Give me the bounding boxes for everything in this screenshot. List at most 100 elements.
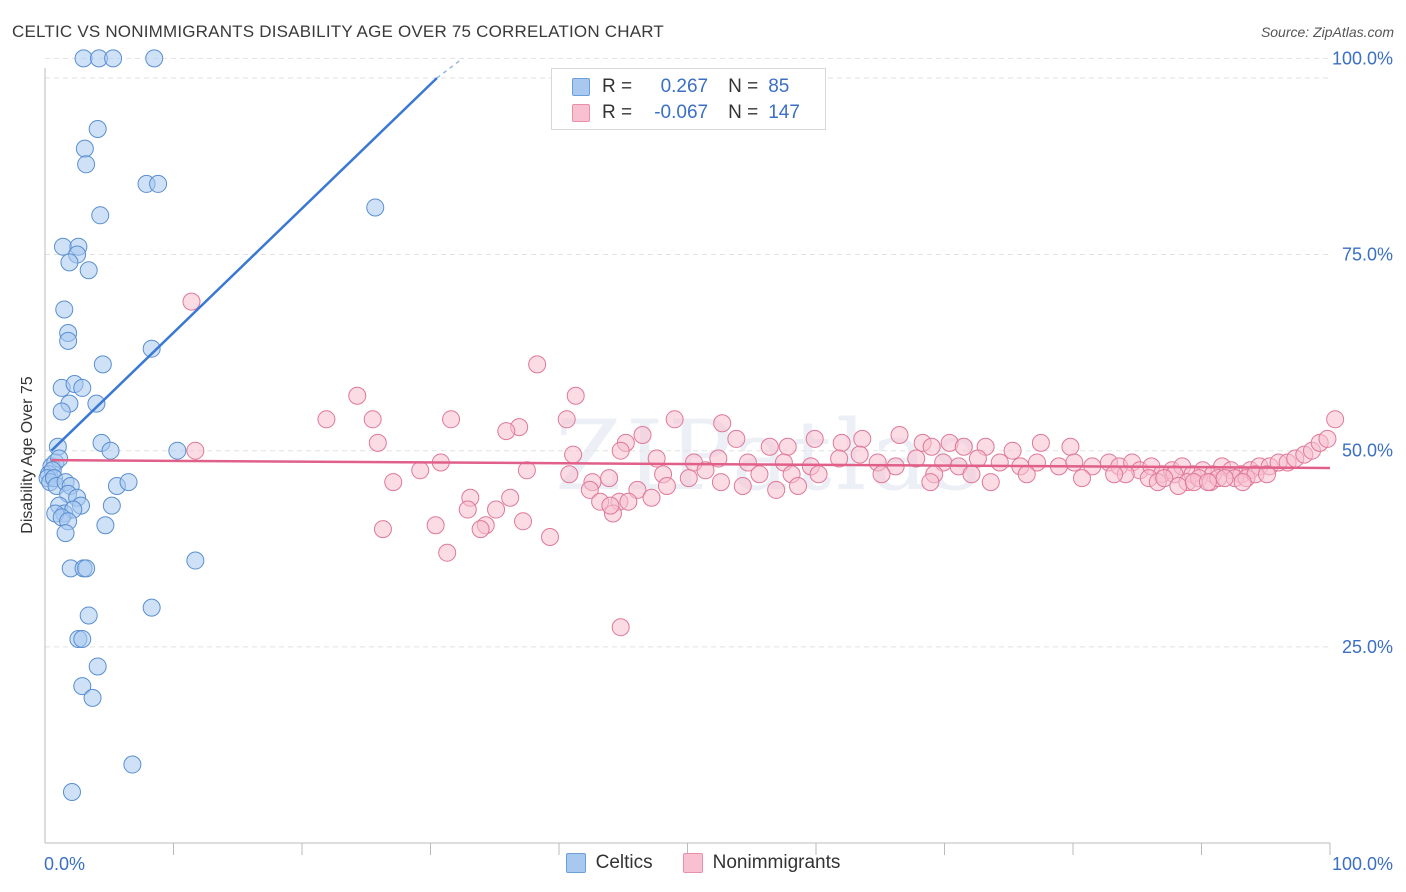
nonimmigrants-point [633,426,652,444]
celtics-trend-line [50,77,438,452]
r-label: R = [602,76,633,97]
celtics-point [93,355,112,374]
nonimmigrants-point [954,437,973,456]
nonimmigrants-point [317,410,336,429]
nonimmigrants-point [1326,410,1345,429]
nonimmigrants-point [922,437,941,456]
celtics-point [83,688,102,707]
grid [45,57,1330,648]
nonimmigrants-point [1258,465,1277,484]
y-tick-label: 50.0% [1342,441,1393,461]
celtics-point [88,657,107,676]
nonimmigrants-point [580,480,599,499]
nonimmigrants-point [767,480,786,499]
nonimmigrants-point [727,429,746,448]
nonimmigrants-point [471,520,490,539]
nonimmigrants-point [1072,469,1091,488]
nonimmigrants-point [872,465,891,484]
nonimmigrants-point [182,292,201,311]
nonimmigrants-point [1215,469,1234,488]
nonimmigrants-trend-line [51,458,1331,470]
nonimmigrants-point [713,414,732,433]
nonimmigrants-point [830,449,849,468]
nonimmigrants-points [182,292,1345,637]
nonimmigrants-point [679,469,698,488]
nonimmigrants-point [368,433,387,452]
celtics-point [88,120,107,138]
legend: R = 0.267 N = 85 R = -0.067 N = 147 [551,68,826,130]
celtics-point [75,139,94,158]
nonimmigrants-point [438,543,457,562]
nonimmigrants-point [968,449,987,468]
nonimmigrants-point [1065,453,1084,472]
bottom-legend-celtics[interactable]: Celtics [565,852,653,874]
celtics-n-value: 85 [768,76,790,97]
celtics-points [38,49,385,801]
nonimmigrants-point [348,386,367,405]
celtics-point [168,441,187,460]
nonimmigrants-point [384,473,403,492]
nonimmigrants-point [809,465,828,484]
nonimmigrants-point [962,465,981,484]
celtics-point [101,441,120,460]
nonimmigrants-point [564,445,583,464]
nonimmigrants-point [778,437,797,456]
nonimmigrants-point [487,500,506,519]
nonimmigrants-point [1233,473,1252,492]
nonimmigrants-point [696,461,715,480]
nonimmigrants-point [1155,469,1174,488]
celtics-point [56,524,75,543]
celtics-point [119,473,138,492]
legend-row-nonimmigrants: R = -0.067 N = 147 [572,101,800,125]
nonimmigrants-point [528,355,547,374]
n-label: N = [728,76,759,97]
nonimmigrants-point [411,461,430,480]
source-label: Source: ZipAtlas.com [1260,24,1394,40]
celtics-point [149,174,168,193]
celtics-point [74,49,93,68]
nonimmigrants-point [619,492,638,511]
nonimmigrants-point [657,477,676,495]
x-tick-label: 0.0% [44,854,85,874]
celtics-point [62,783,81,801]
nonimmigrants-n-value: 147 [768,102,800,123]
celtics-point [73,378,92,397]
n-label: N = [728,102,759,123]
bottom-legend-nonimmigrants[interactable]: Nonimmigrants [682,852,840,874]
celtics-point [91,206,110,225]
nonimmigrants-point [1031,433,1050,452]
nonimmigrants-point [1318,429,1337,448]
celtics-point [186,551,205,570]
celtics-point [79,261,98,280]
ticks: 25.0% 50.0% 75.0% 100.0% 0.0% 100.0% [44,48,1393,874]
celtics-point [55,300,74,319]
celtics-point [73,630,92,648]
nonimmigrants-point [601,496,620,515]
nonimmigrants-point [186,441,205,460]
nonimmigrants-point [560,465,579,484]
y-tick-label: 100.0% [1332,48,1393,68]
y-tick-label: 75.0% [1342,245,1393,265]
celtics-point [123,755,142,774]
nonimmigrants-point [665,410,684,429]
legend-row-celtics: R = 0.267 N = 85 [572,75,789,99]
nonimmigrants-point [426,516,445,535]
nonimmigrants-point [442,410,461,429]
nonimmigrants-point [709,449,728,468]
nonimmigrants-point [501,488,520,507]
celtics-point [142,598,161,617]
celtics-swatch [565,853,586,873]
nonimmigrants-point [850,445,869,464]
celtics-point [142,339,161,358]
celtics-point [79,606,98,625]
nonimmigrants-point [981,473,1000,492]
nonimmigrants-point [1198,473,1217,492]
celtics-point [60,253,79,272]
nonimmigrants-point [600,469,619,488]
nonimmigrants-point [1169,477,1188,495]
celtics-point [104,49,123,68]
nonimmigrants-point [541,528,560,546]
nonimmigrants-point [789,477,808,495]
nonimmigrants-point [1061,437,1080,456]
